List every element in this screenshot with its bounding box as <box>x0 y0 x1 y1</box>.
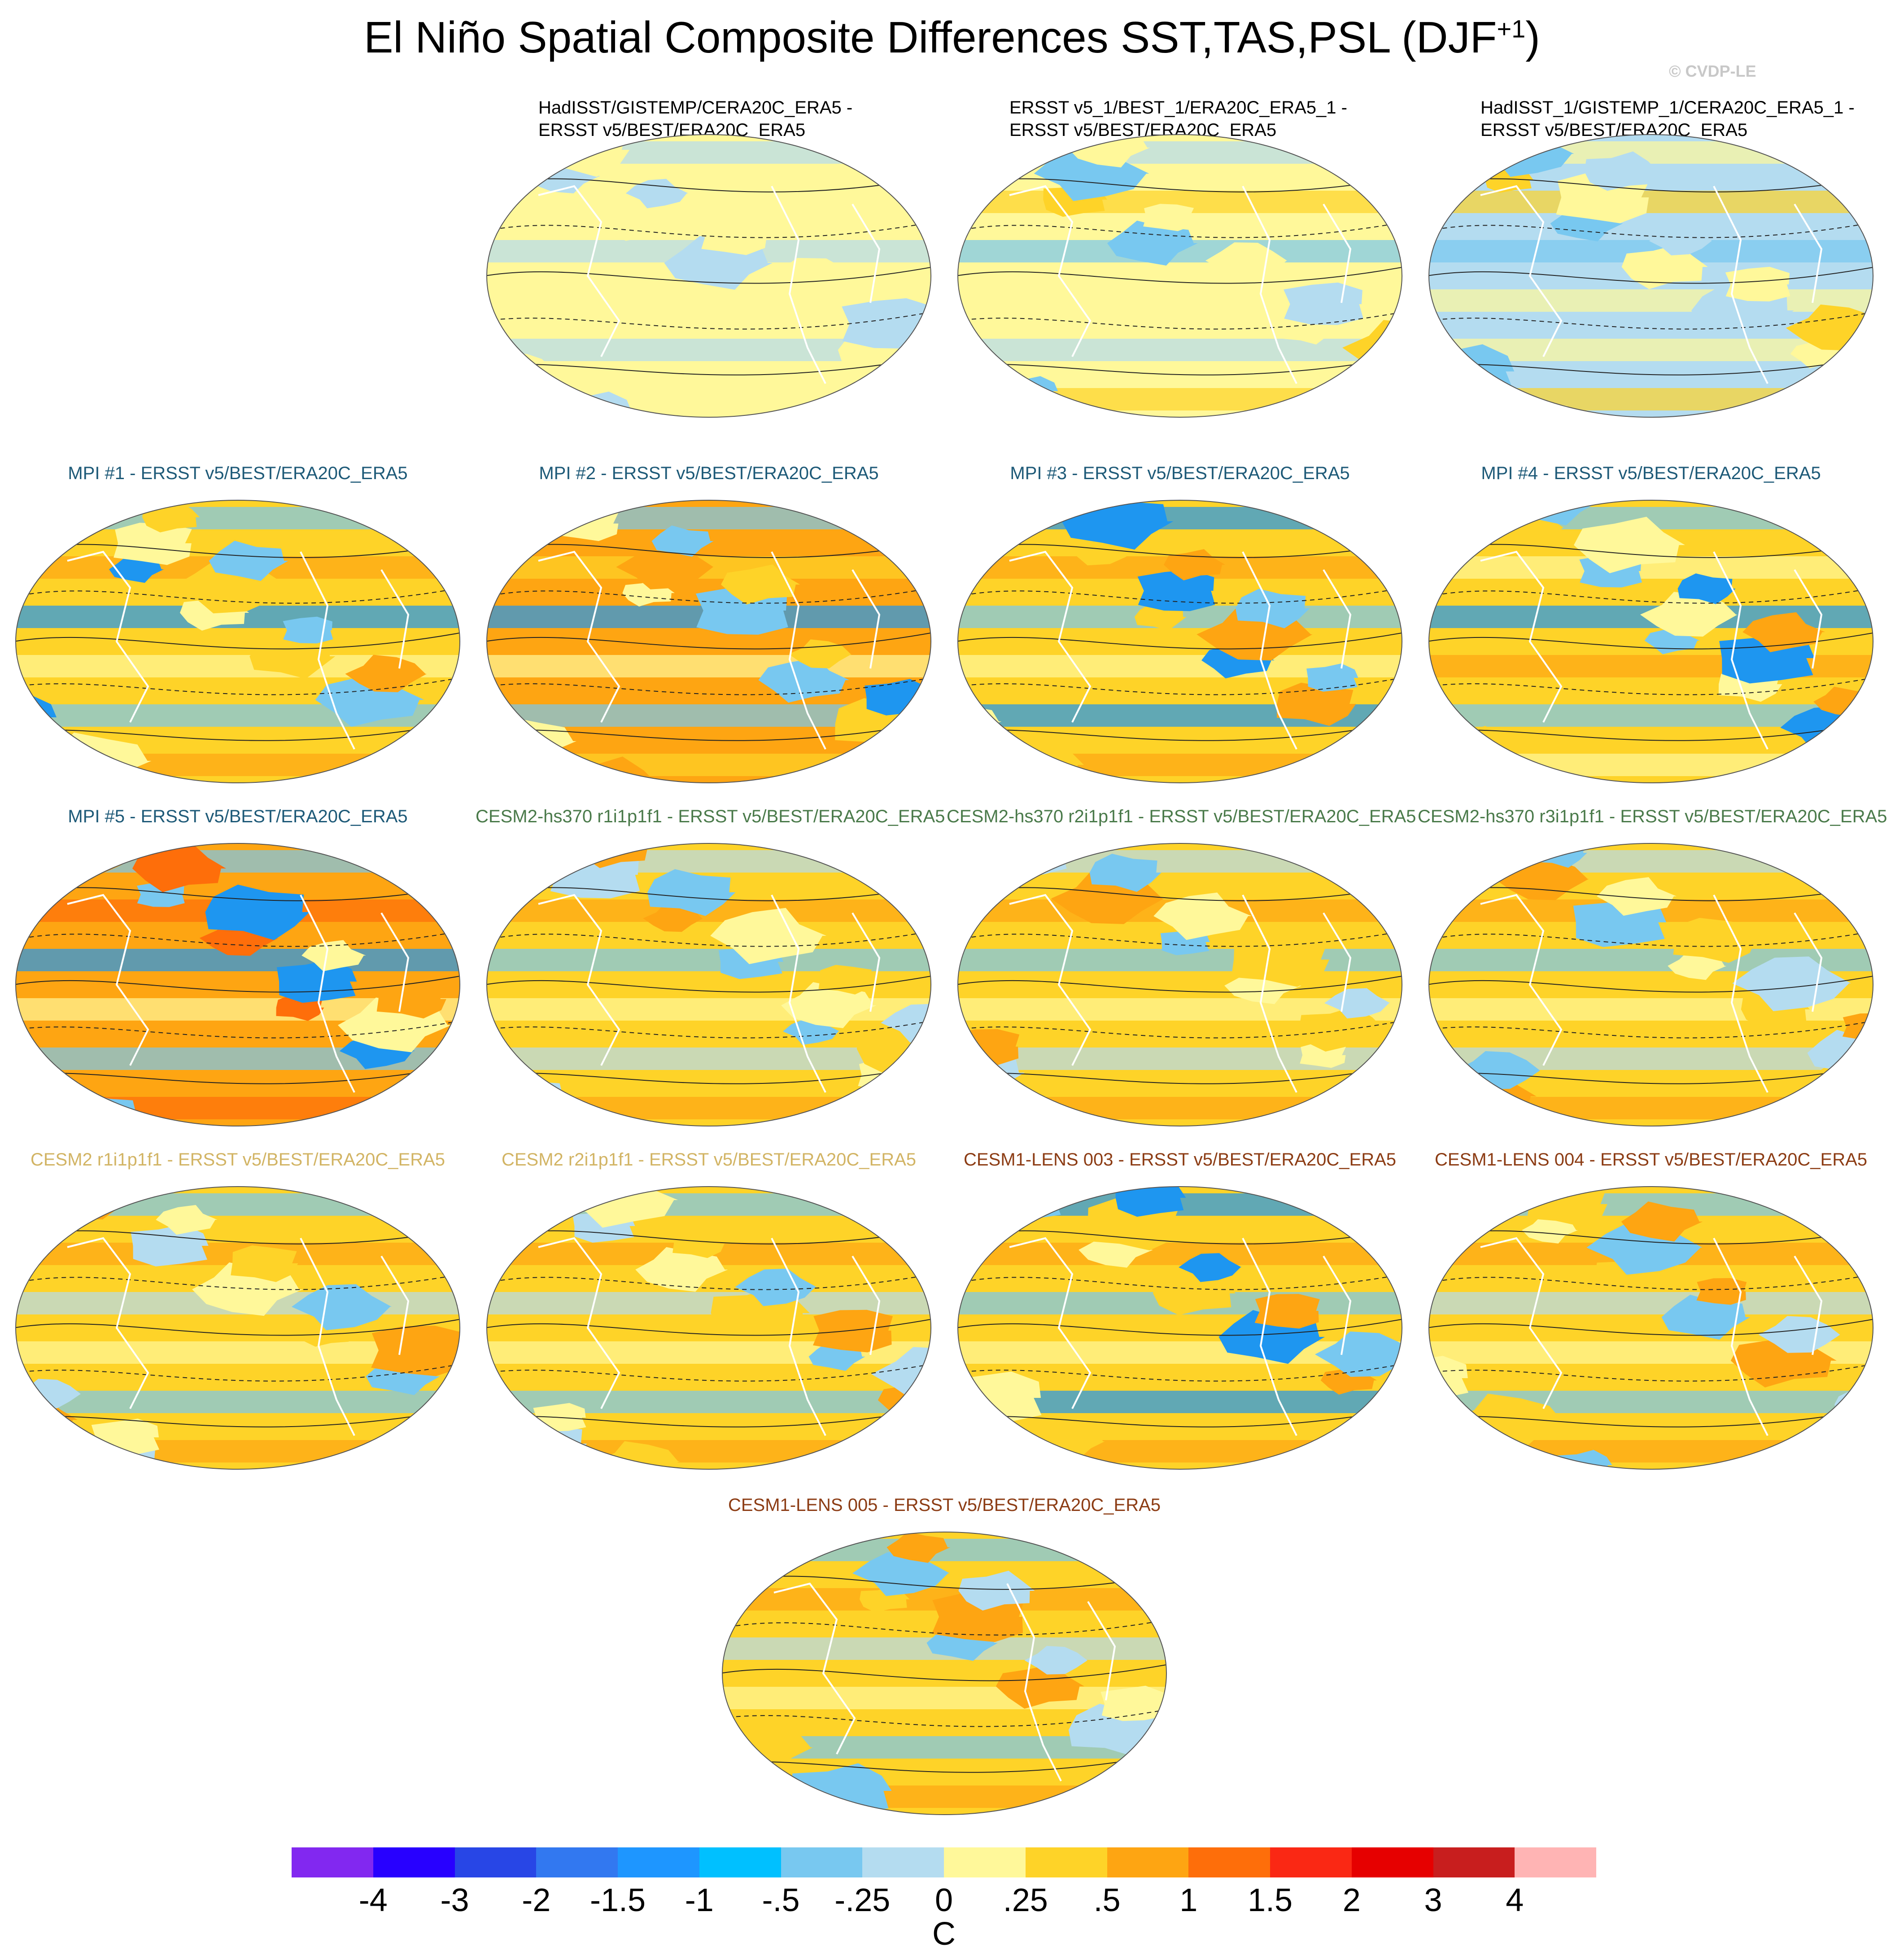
panel-title: MPI #1 - ERSST v5/BEST/ERA20C_ERA5 <box>68 463 408 483</box>
colorbar-segment <box>454 1847 537 1877</box>
colorbar-tick-label: 0 <box>935 1882 953 1918</box>
robinson-map <box>15 500 460 783</box>
map-panel: HadISST/GISTEMP/CERA20C_ERA5 - ERSST v5/… <box>476 96 942 437</box>
map-panel: CESM1-LENS 005 - ERSST v5/BEST/ERA20C_ER… <box>711 1494 1178 1835</box>
robinson-map <box>15 1186 460 1470</box>
map-panel: CESM2-hs370 r2i1p1f1 - ERSST v5/BEST/ERA… <box>947 805 1416 1146</box>
map-panel: CESM1-LENS 003 - ERSST v5/BEST/ERA20C_ER… <box>947 1148 1413 1489</box>
robinson-map <box>486 1186 931 1470</box>
map-panel: MPI #5 - ERSST v5/BEST/ERA20C_ERA5 <box>4 805 471 1146</box>
robinson-map <box>957 500 1402 783</box>
colorbar-ticks: -4 -3 -2 -1.5 -1 -.5 -.25 0 .25 .5 1 1.5 2 3 4 <box>292 1882 1596 1922</box>
map-panel: CESM1-LENS 004 - ERSST v5/BEST/ERA20C_ER… <box>1418 1148 1884 1489</box>
colorbar-tick-label: -1 <box>685 1882 714 1918</box>
robinson-map <box>1428 134 1873 418</box>
panel-title: HadISST/GISTEMP/CERA20C_ERA5 - ERSST v5/… <box>538 98 853 140</box>
colorbar-segment <box>1107 1847 1189 1877</box>
map-panel: CESM2-hs370 r1i1p1f1 - ERSST v5/BEST/ERA… <box>476 805 945 1146</box>
colorbar-tick-label: -.25 <box>834 1882 891 1918</box>
panel-title: CESM2-hs370 r2i1p1f1 - ERSST v5/BEST/ERA… <box>947 807 1416 826</box>
colorbar-segment <box>699 1847 781 1877</box>
colorbar-tick-label: 4 <box>1506 1882 1524 1918</box>
panel-title: CESM2 r1i1p1f1 - ERSST v5/BEST/ERA20C_ER… <box>30 1150 445 1170</box>
colorbar-segment <box>618 1847 699 1877</box>
robinson-map <box>486 134 931 418</box>
panel-title: CESM2-hs370 r1i1p1f1 - ERSST v5/BEST/ERA… <box>476 807 945 826</box>
colorbar-tick-label: -.5 <box>762 1882 800 1918</box>
colorbar-segment <box>781 1847 863 1877</box>
credit-label: © CVDP-LE <box>1669 62 1756 80</box>
colorbar-tick-label: .5 <box>1093 1882 1121 1918</box>
colorbar-segment <box>1188 1847 1270 1877</box>
robinson-map <box>1428 500 1873 783</box>
colorbar-tick-label: -4 <box>358 1882 388 1918</box>
panel-title: MPI #5 - ERSST v5/BEST/ERA20C_ERA5 <box>68 807 408 826</box>
map-panel: MPI #3 - ERSST v5/BEST/ERA20C_ERA5 <box>947 462 1413 803</box>
colorbar-segment <box>536 1847 618 1877</box>
map-panel: HadISST_1/GISTEMP_1/CERA20C_ERA5_1 - ERS… <box>1418 96 1884 437</box>
robinson-map <box>1428 1186 1873 1470</box>
robinson-map <box>957 134 1402 418</box>
colorbar-segment <box>1351 1847 1433 1877</box>
panel-title: CESM2-hs370 r3i1p1f1 - ERSST v5/BEST/ERA… <box>1418 807 1887 826</box>
colorbar-segment <box>1270 1847 1352 1877</box>
colorbar-tick-label: 2 <box>1342 1882 1361 1918</box>
colorbar-segment <box>1433 1847 1515 1877</box>
panel-title: MPI #4 - ERSST v5/BEST/ERA20C_ERA5 <box>1481 463 1821 483</box>
colorbar-segment <box>373 1847 455 1877</box>
robinson-map <box>957 843 1402 1126</box>
robinson-map <box>722 1532 1167 1815</box>
panel-title: CESM1-LENS 005 - ERSST v5/BEST/ERA20C_ER… <box>728 1495 1161 1515</box>
map-panel: MPI #1 - ERSST v5/BEST/ERA20C_ERA5 <box>4 462 471 803</box>
colorbar-tick-label: -3 <box>440 1882 469 1918</box>
panel-title: CESM1-LENS 004 - ERSST v5/BEST/ERA20C_ER… <box>1434 1150 1868 1170</box>
colorbar-segment <box>862 1847 944 1877</box>
colorbar-tick-label: -1.5 <box>590 1882 646 1918</box>
robinson-map <box>1428 843 1873 1126</box>
panel-title: CESM2 r2i1p1f1 - ERSST v5/BEST/ERA20C_ER… <box>501 1150 917 1170</box>
colorbar-segment <box>944 1847 1026 1877</box>
colorbar-tick-label: 3 <box>1424 1882 1442 1918</box>
colorbar-tick-label: .25 <box>1003 1882 1048 1918</box>
robinson-map <box>486 500 931 783</box>
map-panel: CESM2 r1i1p1f1 - ERSST v5/BEST/ERA20C_ER… <box>4 1148 471 1489</box>
figure-title: El Niño Spatial Composite Differences SS… <box>364 13 1540 62</box>
colorbar-tick-label: 1.5 <box>1247 1882 1293 1918</box>
robinson-map <box>957 1186 1402 1470</box>
panel-title: MPI #2 - ERSST v5/BEST/ERA20C_ERA5 <box>539 463 879 483</box>
panel-title: MPI #3 - ERSST v5/BEST/ERA20C_ERA5 <box>1010 463 1350 483</box>
map-panel: MPI #4 - ERSST v5/BEST/ERA20C_ERA5 <box>1418 462 1884 803</box>
colorbar <box>292 1847 1596 1877</box>
robinson-map <box>15 843 460 1126</box>
map-panel: CESM2 r2i1p1f1 - ERSST v5/BEST/ERA20C_ER… <box>476 1148 942 1489</box>
panel-title: CESM1-LENS 003 - ERSST v5/BEST/ERA20C_ER… <box>963 1150 1397 1170</box>
colorbar-segment <box>1515 1847 1596 1877</box>
colorbar-segment <box>292 1847 373 1877</box>
map-panel: ERSST v5_1/BEST_1/ERA20C_ERA5_1 - ERSST … <box>947 96 1413 437</box>
map-panel: CESM2-hs370 r3i1p1f1 - ERSST v5/BEST/ERA… <box>1418 805 1887 1146</box>
panel-title: ERSST v5_1/BEST_1/ERA20C_ERA5_1 - ERSST … <box>1009 98 1347 140</box>
colorbar-tick-label: -2 <box>522 1882 551 1918</box>
robinson-map <box>486 843 931 1126</box>
map-panel: MPI #2 - ERSST v5/BEST/ERA20C_ERA5 <box>476 462 942 803</box>
colorbar-tick-label: 1 <box>1179 1882 1198 1918</box>
colorbar-segment <box>1025 1847 1107 1877</box>
